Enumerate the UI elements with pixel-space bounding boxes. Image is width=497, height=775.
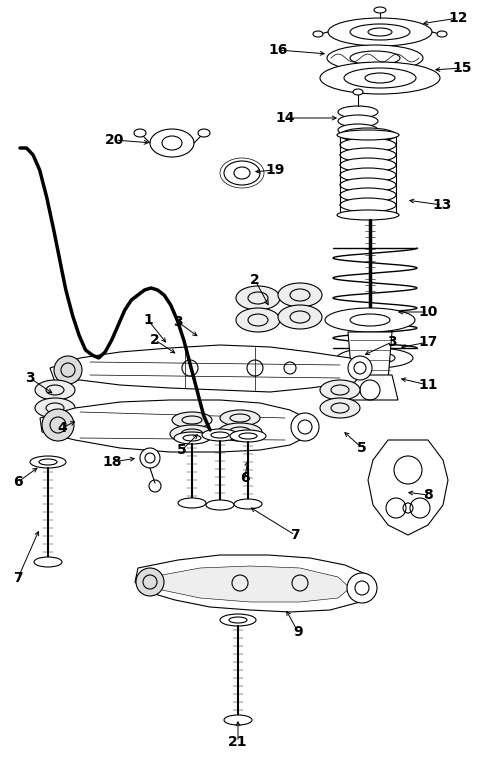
Ellipse shape [35, 380, 75, 400]
Text: 7: 7 [13, 571, 23, 585]
Circle shape [140, 448, 160, 468]
Polygon shape [155, 566, 350, 602]
Ellipse shape [218, 423, 262, 441]
Text: 21: 21 [228, 735, 248, 749]
Ellipse shape [234, 499, 262, 509]
Ellipse shape [320, 380, 360, 400]
Ellipse shape [325, 308, 415, 332]
Ellipse shape [353, 89, 363, 95]
Text: 14: 14 [275, 111, 295, 125]
Ellipse shape [224, 715, 252, 725]
Polygon shape [40, 400, 310, 452]
Ellipse shape [202, 429, 238, 441]
Ellipse shape [236, 286, 280, 310]
Text: 3: 3 [25, 371, 35, 385]
Ellipse shape [230, 430, 266, 442]
Ellipse shape [368, 28, 392, 36]
Ellipse shape [340, 178, 396, 192]
Text: 13: 13 [432, 198, 452, 212]
Ellipse shape [30, 456, 66, 468]
Ellipse shape [340, 128, 396, 142]
Ellipse shape [172, 412, 212, 428]
Ellipse shape [178, 498, 206, 508]
Ellipse shape [278, 305, 322, 329]
Circle shape [54, 356, 82, 384]
Ellipse shape [224, 161, 260, 185]
Text: 1: 1 [143, 313, 153, 327]
Text: 5: 5 [357, 441, 367, 455]
Text: 3: 3 [387, 335, 397, 349]
Ellipse shape [338, 115, 378, 127]
Ellipse shape [374, 7, 386, 13]
Polygon shape [135, 555, 372, 612]
Text: 15: 15 [452, 61, 472, 75]
Ellipse shape [338, 124, 378, 136]
Ellipse shape [340, 168, 396, 182]
Ellipse shape [338, 106, 378, 118]
Circle shape [347, 573, 377, 603]
Text: 16: 16 [268, 43, 288, 57]
Ellipse shape [150, 129, 194, 157]
Text: 6: 6 [240, 471, 250, 485]
Ellipse shape [340, 148, 396, 162]
Ellipse shape [337, 130, 399, 140]
Ellipse shape [340, 138, 396, 152]
Text: 10: 10 [418, 305, 438, 319]
Polygon shape [368, 440, 448, 535]
Ellipse shape [437, 31, 447, 37]
Text: 8: 8 [423, 488, 433, 502]
Ellipse shape [340, 198, 396, 212]
Ellipse shape [198, 129, 210, 137]
Ellipse shape [206, 500, 234, 510]
Ellipse shape [313, 31, 323, 37]
Text: 19: 19 [265, 163, 285, 177]
Text: 4: 4 [57, 421, 67, 435]
Ellipse shape [320, 62, 440, 94]
Ellipse shape [328, 18, 432, 46]
Text: 5: 5 [177, 443, 187, 457]
Circle shape [42, 409, 74, 441]
Ellipse shape [327, 45, 423, 71]
Ellipse shape [35, 398, 75, 418]
Polygon shape [348, 332, 392, 380]
Circle shape [136, 568, 164, 596]
Ellipse shape [340, 158, 396, 172]
Text: 12: 12 [448, 11, 468, 25]
Text: 11: 11 [418, 378, 438, 392]
Polygon shape [50, 345, 365, 392]
Polygon shape [342, 375, 398, 400]
Text: 17: 17 [418, 335, 438, 349]
Text: 20: 20 [105, 133, 125, 147]
Ellipse shape [278, 283, 322, 307]
Text: 3: 3 [173, 315, 183, 329]
Text: 9: 9 [293, 625, 303, 639]
Ellipse shape [337, 210, 399, 220]
Text: 6: 6 [13, 475, 23, 489]
Ellipse shape [34, 557, 62, 567]
Text: 2: 2 [150, 333, 160, 347]
Ellipse shape [170, 425, 214, 443]
Circle shape [348, 356, 372, 380]
Ellipse shape [320, 398, 360, 418]
Ellipse shape [340, 188, 396, 202]
Ellipse shape [134, 129, 146, 137]
Ellipse shape [337, 348, 413, 368]
Ellipse shape [236, 308, 280, 332]
Text: 18: 18 [102, 455, 122, 469]
Ellipse shape [174, 432, 210, 444]
Ellipse shape [220, 614, 256, 626]
Text: 7: 7 [290, 528, 300, 542]
Text: 2: 2 [250, 273, 260, 287]
Circle shape [291, 413, 319, 441]
Ellipse shape [220, 410, 260, 426]
